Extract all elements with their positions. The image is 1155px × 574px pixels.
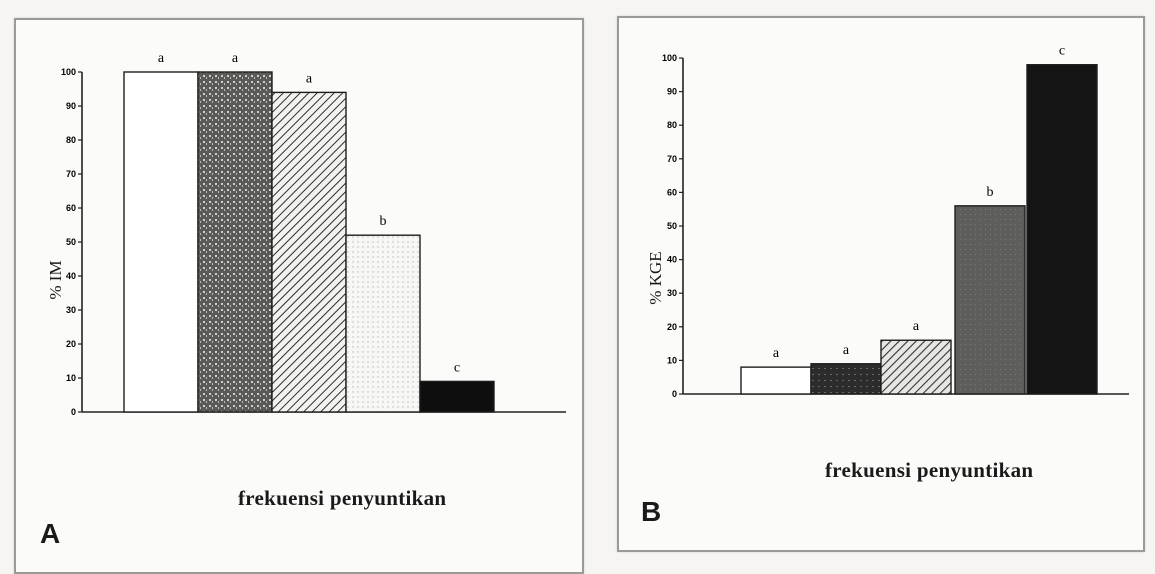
y-tick-label: 60 bbox=[66, 203, 76, 213]
chart-b-xlabel: frekuensi penyuntikan bbox=[825, 458, 1034, 482]
significance-label: b bbox=[380, 214, 387, 229]
y-tick-label: 10 bbox=[667, 355, 677, 365]
y-tick-label: 40 bbox=[66, 271, 76, 281]
bar bbox=[740, 366, 812, 395]
significance-label: c bbox=[454, 360, 460, 375]
bar bbox=[419, 380, 495, 413]
bar bbox=[271, 91, 347, 413]
chart-b-plot: 0 10 20 30 40 50 60 70 80 90 100 a a a b c bbox=[662, 44, 1129, 399]
chart-panel-b: 0 10 20 30 40 50 60 70 80 90 100 a a a b c % KGE freku… bbox=[617, 16, 1145, 552]
bar bbox=[1026, 64, 1098, 395]
significance-label: c bbox=[1059, 44, 1065, 59]
y-tick-label: 90 bbox=[66, 101, 76, 111]
bar bbox=[880, 339, 952, 395]
significance-label: a bbox=[306, 71, 313, 86]
significance-label: a bbox=[158, 51, 165, 66]
chart-panel-a: 0 10 20 30 40 50 60 70 80 90 100 a a a b c % IM frekue… bbox=[14, 18, 584, 574]
bar bbox=[123, 71, 199, 413]
bar bbox=[345, 234, 421, 413]
significance-label: a bbox=[232, 51, 239, 66]
chart-a-plot: 0 10 20 30 40 50 60 70 80 90 100 a a a b c bbox=[61, 51, 566, 417]
bar bbox=[197, 71, 273, 413]
panel-label-b: B bbox=[641, 496, 662, 527]
significance-label: a bbox=[843, 343, 850, 358]
y-tick-label: 60 bbox=[667, 187, 677, 197]
chart-a-ylabel: % IM bbox=[46, 260, 65, 300]
chart-a-xlabel: frekuensi penyuntikan bbox=[238, 486, 447, 510]
significance-label: a bbox=[773, 346, 780, 361]
y-tick-label: 80 bbox=[667, 120, 677, 130]
y-tick-label: 30 bbox=[66, 305, 76, 315]
y-tick-label: 100 bbox=[662, 53, 677, 63]
significance-label: a bbox=[913, 319, 920, 334]
chart-a-bars: a a a b c bbox=[123, 51, 495, 413]
y-tick-label: 50 bbox=[66, 237, 76, 247]
y-tick-label: 10 bbox=[66, 373, 76, 383]
y-tick-label: 20 bbox=[667, 322, 677, 332]
y-tick-label: 40 bbox=[667, 255, 677, 265]
chart-b-ylabel: % KGE bbox=[646, 251, 665, 305]
y-tick-label: 70 bbox=[66, 169, 76, 179]
chart-b-bars: a a a b c bbox=[740, 44, 1098, 395]
y-tick-label: 90 bbox=[667, 87, 677, 97]
panel-label-a: A bbox=[40, 518, 61, 549]
significance-label: b bbox=[987, 185, 994, 200]
y-tick-label: 100 bbox=[61, 67, 76, 77]
bar bbox=[810, 363, 882, 395]
y-tick-label: 0 bbox=[672, 389, 677, 399]
y-tick-label: 20 bbox=[66, 339, 76, 349]
y-tick-label: 50 bbox=[667, 221, 677, 231]
bar bbox=[954, 205, 1026, 395]
y-tick-label: 0 bbox=[71, 407, 76, 417]
y-tick-label: 30 bbox=[667, 288, 677, 298]
y-tick-label: 70 bbox=[667, 154, 677, 164]
y-tick-label: 80 bbox=[66, 135, 76, 145]
